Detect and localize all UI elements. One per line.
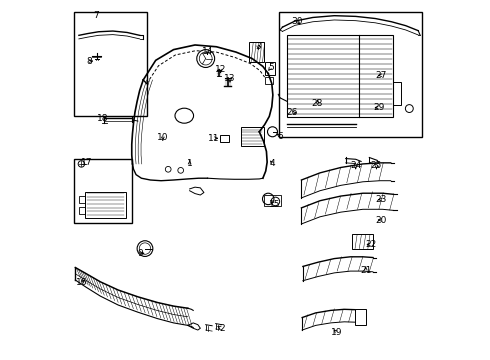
Bar: [265, 77, 272, 84]
Bar: [264, 195, 281, 206]
Text: 20: 20: [376, 216, 387, 225]
Text: 2: 2: [219, 324, 224, 333]
Text: 29: 29: [373, 103, 385, 112]
Bar: [241, 127, 264, 146]
Text: 18: 18: [97, 114, 109, 123]
Bar: [74, 12, 147, 116]
Text: 15: 15: [269, 200, 280, 209]
Text: 30: 30: [291, 17, 302, 26]
Bar: [249, 42, 264, 62]
Bar: [78, 207, 85, 214]
Text: 14: 14: [202, 47, 213, 56]
Bar: [287, 35, 392, 117]
Text: 11: 11: [208, 134, 220, 143]
Text: 17: 17: [81, 158, 93, 167]
Bar: [220, 135, 229, 142]
Bar: [352, 234, 373, 249]
Text: 24: 24: [350, 161, 361, 170]
Text: 13: 13: [224, 75, 236, 84]
Text: 1: 1: [187, 159, 193, 168]
Text: 22: 22: [365, 240, 376, 249]
Text: 28: 28: [312, 99, 323, 108]
Circle shape: [78, 161, 85, 167]
Text: 6: 6: [278, 132, 284, 141]
Text: 10: 10: [157, 132, 169, 141]
Text: 7: 7: [93, 11, 98, 20]
Text: 5: 5: [268, 63, 273, 72]
Text: 21: 21: [360, 266, 371, 275]
Circle shape: [197, 50, 215, 67]
Text: 9: 9: [138, 249, 144, 258]
Text: 26: 26: [287, 108, 298, 117]
Text: 4: 4: [270, 159, 276, 168]
Bar: [78, 196, 85, 203]
Text: 12: 12: [215, 65, 226, 74]
Bar: [85, 192, 126, 217]
Bar: [265, 62, 275, 75]
Bar: [355, 309, 366, 325]
Text: 23: 23: [376, 195, 387, 204]
Text: 8: 8: [86, 57, 92, 66]
Text: 25: 25: [371, 161, 382, 170]
Text: 19: 19: [331, 328, 343, 337]
Circle shape: [268, 127, 277, 137]
Circle shape: [137, 241, 153, 256]
Text: 3: 3: [255, 41, 261, 50]
Bar: [74, 158, 132, 223]
Text: 16: 16: [76, 278, 88, 287]
Text: 27: 27: [376, 71, 387, 80]
Bar: [392, 82, 401, 105]
Bar: [279, 12, 422, 137]
Circle shape: [405, 105, 413, 112]
